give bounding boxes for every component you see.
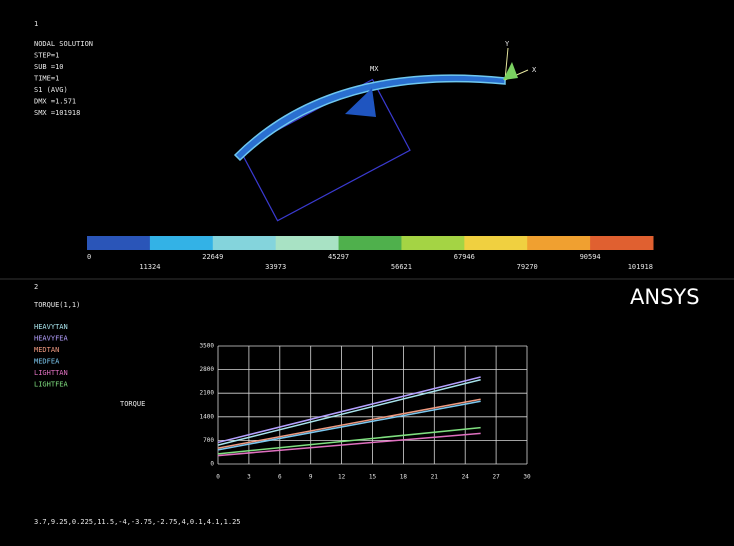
x-tick-label: 27 [492, 474, 500, 481]
y-tick-label: 0 [210, 461, 214, 468]
contour-label: 67946 [454, 253, 475, 261]
contour-label: 56621 [391, 263, 412, 271]
window-number: 1 [34, 20, 38, 28]
contour-band [339, 236, 402, 250]
contour-band [401, 236, 464, 250]
x-tick-label: 18 [400, 474, 408, 481]
info-line: S1 (AVG) [34, 86, 68, 94]
x-tick-label: 9 [309, 474, 313, 481]
y-tick-label: 1400 [200, 413, 215, 420]
y-axis-label: TORQUE [120, 400, 145, 408]
contour-label: 11324 [139, 263, 160, 271]
contour-band [87, 236, 150, 250]
contour-band [276, 236, 339, 250]
chart-title: TORQUE(1,1) [34, 301, 80, 309]
contour-band [213, 236, 276, 250]
x-tick-label: 6 [278, 474, 282, 481]
contour-label: 79270 [517, 263, 538, 271]
contour-label: 22649 [202, 253, 223, 261]
y-tick-label: 2100 [200, 390, 215, 397]
x-tick-label: 0 [216, 474, 220, 481]
ansys-logo: ANSYS [630, 285, 700, 309]
y-tick-label: 2800 [200, 366, 215, 373]
x-tick-label: 3 [247, 474, 251, 481]
contour-label: 0 [87, 253, 91, 261]
contour-label: 101918 [628, 263, 653, 271]
legend-entry: MEDFEA [34, 358, 60, 366]
x-tick-label: 24 [462, 474, 470, 481]
y-tick-label: 700 [203, 437, 214, 444]
contour-label: 33973 [265, 263, 286, 271]
info-line: SMX =101918 [34, 109, 80, 117]
contour-band [527, 236, 590, 250]
x-tick-label: 30 [523, 474, 531, 481]
contour-label: 90594 [580, 253, 601, 261]
legend-entry: HEAVYFEA [34, 335, 69, 343]
legend-entry: MEDTAN [34, 346, 59, 354]
contour-label: 45297 [328, 253, 349, 261]
contour-band [464, 236, 527, 250]
max-marker: MX [370, 65, 379, 73]
info-line: DMX =1.571 [34, 98, 76, 106]
x-tick-label: 12 [338, 474, 346, 481]
legend-entry: LIGHTFEA [34, 381, 69, 389]
contour-band [590, 236, 653, 250]
legend-entry: HEAVYTAN [34, 323, 68, 331]
y-tick-label: 3500 [200, 343, 215, 350]
info-line: TIME=1 [34, 75, 59, 83]
ansys-window: 1 MX Y X 2 ANSYS TORQUE(1,1) TORQUE 3.7,… [0, 0, 734, 546]
x-tick-label: 21 [431, 474, 439, 481]
window-number: 2 [34, 283, 38, 291]
x-tick-label: 15 [369, 474, 377, 481]
contour-band [150, 236, 213, 250]
info-line: STEP=1 [34, 52, 59, 60]
status-line: 3.7,9.25,0.225,11.5,-4,-3.75,-2.75,4,0.1… [34, 518, 241, 526]
info-line: SUB =10 [34, 63, 64, 71]
page: 1 MX Y X 2 ANSYS TORQUE(1,1) TORQUE 3.7,… [0, 0, 734, 546]
info-line: NODAL SOLUTION [34, 40, 93, 48]
legend-entry: LIGHTTAN [34, 369, 68, 377]
